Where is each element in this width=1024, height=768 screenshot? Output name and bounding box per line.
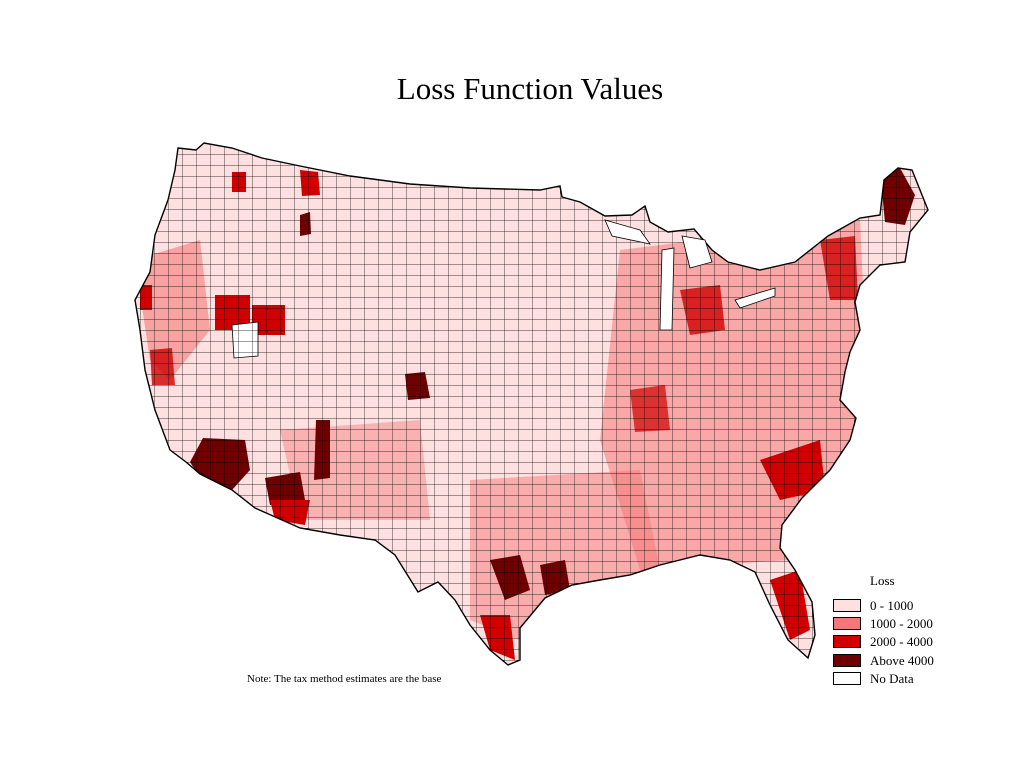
legend-title: Loss <box>870 573 895 588</box>
legend-label: 0 - 1000 <box>870 598 914 613</box>
legend-swatch <box>833 599 861 612</box>
legend-label: Above 4000 <box>870 653 934 668</box>
footnote: Note: The tax method estimates are the b… <box>247 673 442 685</box>
legend-swatch <box>833 672 861 685</box>
legend-swatch <box>833 617 861 630</box>
legend-label: 1000 - 2000 <box>870 616 933 631</box>
legend-label: 2000 - 4000 <box>870 634 933 649</box>
legend-label: No Data <box>870 671 914 686</box>
legend-swatch <box>833 635 861 648</box>
map-title: Loss Function Values <box>396 70 664 106</box>
us-outline <box>134 142 929 666</box>
county-boundaries <box>135 143 928 665</box>
great-lakes <box>604 219 776 331</box>
legend-swatch <box>833 654 861 667</box>
